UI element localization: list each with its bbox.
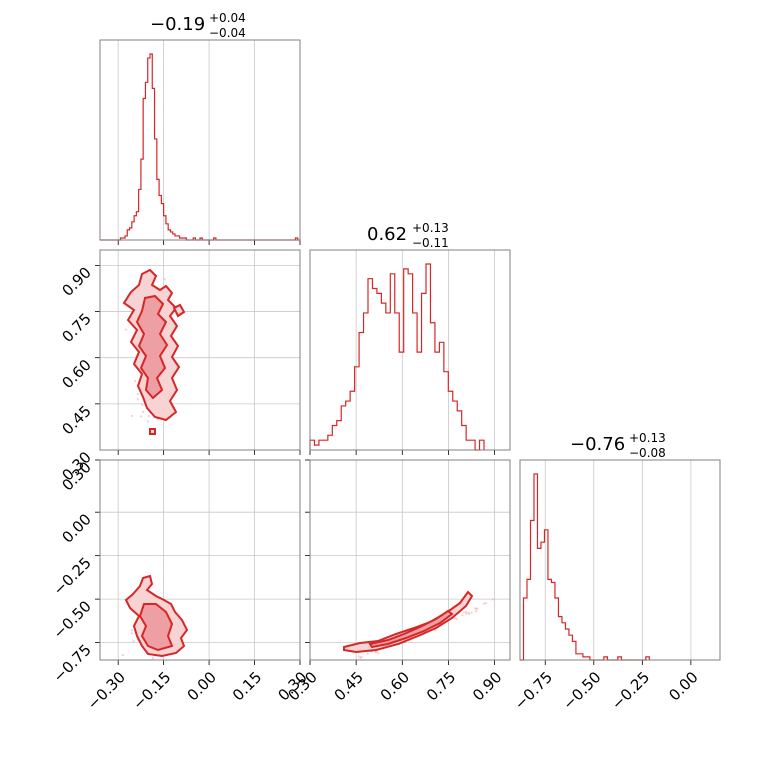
sample-point <box>475 607 478 610</box>
x-tick-label-p1: −0.15 <box>129 668 174 713</box>
title-value-2: 0.62 <box>367 224 407 245</box>
histogram-2 <box>309 263 485 451</box>
panel-p1-p2 <box>95 249 301 455</box>
frame <box>309 249 511 451</box>
sample-point <box>465 612 468 615</box>
title-minus-2: −0.11 <box>412 236 449 250</box>
x-tick-label-p3: 0.00 <box>665 668 701 704</box>
x-tick-label-p1: 0.00 <box>184 668 220 704</box>
x-tick-label-p1: −0.30 <box>84 668 129 713</box>
x-tick-label-p3: −0.25 <box>608 668 653 713</box>
sample-point <box>147 415 151 418</box>
panel-p1-p3 <box>95 459 301 665</box>
histogram-3 <box>520 473 650 661</box>
title-param-1: −0.19 +0.04 −0.04 <box>150 11 246 40</box>
hist-panel-2 <box>309 249 511 455</box>
frame <box>99 459 301 661</box>
frame <box>99 249 301 451</box>
sample-point <box>453 617 456 620</box>
sample-point <box>491 598 494 601</box>
title-param-2: 0.62 +0.13 −0.11 <box>367 221 449 250</box>
contour-inner-p1-p2 <box>135 294 169 400</box>
contour-p2-p3 <box>343 590 474 654</box>
sample-point <box>455 617 458 621</box>
sample-point <box>359 656 362 659</box>
sample-point <box>474 610 478 613</box>
histogram-1 <box>100 53 300 241</box>
contour-p1-p3 <box>124 574 189 658</box>
x-tick-label-p2: 0.75 <box>423 668 459 704</box>
sample-point <box>366 652 369 655</box>
sample-point <box>124 328 127 331</box>
y-tick-label-p2: 0.75 <box>58 310 94 346</box>
title-minus-1: −0.04 <box>209 26 246 40</box>
sample-point <box>461 614 464 617</box>
sample-point <box>146 420 150 423</box>
title-plus-2: +0.13 <box>412 221 449 235</box>
title-value-3: −0.76 <box>570 434 625 455</box>
x-tick-label-p2: 0.45 <box>331 668 367 704</box>
title-value-1: −0.19 <box>150 14 205 35</box>
frame <box>99 39 301 241</box>
y-tick-label-p3: −0.50 <box>50 597 95 642</box>
sample-point <box>357 655 360 658</box>
sample-point <box>470 611 473 614</box>
x-tick-label-p1: 0.15 <box>229 668 265 704</box>
sample-point <box>140 415 143 418</box>
sample-point <box>132 640 135 643</box>
sample-point <box>133 379 137 383</box>
sample-point <box>141 403 144 407</box>
x-tick-label-p3: −0.50 <box>559 668 604 713</box>
sample-point <box>484 602 487 605</box>
contour-outer-p2-p3 <box>343 590 474 654</box>
sample-point <box>467 611 470 614</box>
sample-point <box>462 611 465 614</box>
sample-point <box>130 414 133 417</box>
y-tick-label-p3: −0.75 <box>50 641 95 686</box>
title-minus-3: −0.08 <box>629 446 666 460</box>
sample-point <box>377 652 380 655</box>
frame <box>309 459 511 661</box>
contour-inner-p1-p3 <box>138 603 174 652</box>
contour-blob-b <box>149 428 156 435</box>
sample-point <box>136 398 139 401</box>
contour-blob-a <box>172 303 186 318</box>
sample-point <box>375 650 378 654</box>
y-tick-label-p2: 0.45 <box>58 402 94 438</box>
sample-point <box>141 410 145 413</box>
sample-point <box>136 392 139 396</box>
frame <box>519 459 721 661</box>
y-tick-label-p3: −0.25 <box>50 554 95 599</box>
y-tick-label-p2: 0.90 <box>58 263 94 299</box>
sample-point <box>121 653 124 657</box>
sample-point <box>151 657 154 660</box>
hist-panel-1 <box>99 39 301 245</box>
x-tick-label-p2: 0.90 <box>469 668 505 704</box>
sample-point <box>163 278 166 281</box>
title-plus-3: +0.13 <box>629 431 666 445</box>
contour-inner-p2-p3 <box>368 609 454 649</box>
sample-point <box>130 632 134 635</box>
sample-point <box>130 629 134 632</box>
panel-p2-p3 <box>305 459 511 665</box>
title-param-3: −0.76 +0.13 −0.08 <box>570 431 666 460</box>
panels <box>95 39 721 665</box>
hist-panel-3 <box>519 459 721 665</box>
contour-p1-p2 <box>122 268 186 435</box>
x-tick-label-p3: −0.75 <box>511 668 556 713</box>
title-plus-1: +0.04 <box>209 11 246 25</box>
x-tick-label-p2: 0.60 <box>377 668 413 704</box>
y-tick-label-p3: 0.00 <box>58 510 94 546</box>
sample-point <box>482 602 485 605</box>
y-tick-label-p2: 0.60 <box>58 356 94 392</box>
